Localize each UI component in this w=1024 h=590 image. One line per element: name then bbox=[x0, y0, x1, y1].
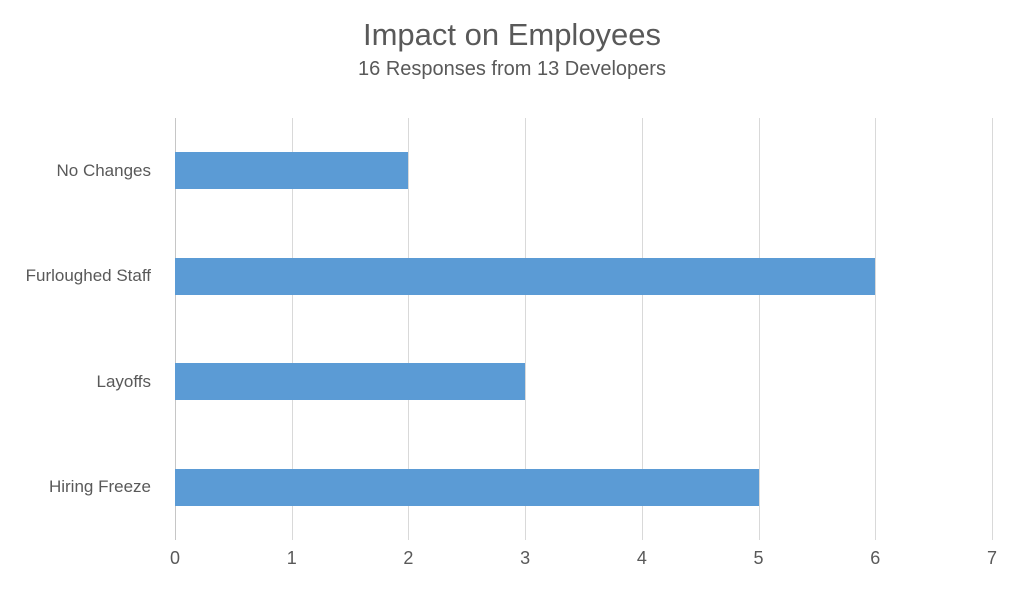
gridline-x-4 bbox=[641, 118, 643, 540]
gridline-x-5 bbox=[758, 118, 760, 540]
bar-no-changes bbox=[175, 152, 409, 190]
x-tick-label-6: 6 bbox=[870, 548, 881, 568]
x-tick-label-7: 7 bbox=[986, 548, 998, 568]
category-label-layoffs: Layoffs bbox=[96, 371, 151, 391]
bar-hiring-freeze bbox=[175, 468, 759, 506]
chart-subtitle: 16 Responses from 13 Developers bbox=[358, 58, 666, 81]
y-axis-line bbox=[175, 118, 176, 540]
chart-title: Impact on Employees bbox=[362, 17, 662, 52]
category-label-furloughed-staff: Furloughed Staff bbox=[25, 266, 151, 286]
plot-area bbox=[175, 118, 993, 540]
gridline-x-7 bbox=[992, 118, 993, 540]
gridline-x-3 bbox=[525, 118, 527, 540]
x-tick-label-5: 5 bbox=[753, 548, 764, 568]
x-axis: 0 1 2 3 4 5 6 7 bbox=[170, 548, 997, 574]
category-label-no-changes: No Changes bbox=[56, 160, 151, 180]
gridline-x-1 bbox=[291, 118, 293, 540]
gridline-x-6 bbox=[875, 118, 877, 540]
x-tick-label-1: 1 bbox=[286, 548, 297, 568]
x-tick-label-0: 0 bbox=[169, 548, 181, 568]
category-label-hiring-freeze: Hiring Freeze bbox=[48, 477, 151, 497]
x-tick-label-2: 2 bbox=[403, 548, 414, 568]
bar-layoffs bbox=[175, 363, 526, 401]
x-tick-label-4: 4 bbox=[636, 548, 647, 568]
category-axis: No Changes Furloughed Staff Layoffs Hiring … bbox=[0, 118, 163, 540]
bar-furloughed-staff bbox=[175, 257, 876, 295]
x-tick-label-3: 3 bbox=[520, 548, 531, 568]
chart-header: Impact on Employees 16 Responses from 13… bbox=[0, 16, 1024, 81]
gridline-x-2 bbox=[408, 118, 410, 540]
